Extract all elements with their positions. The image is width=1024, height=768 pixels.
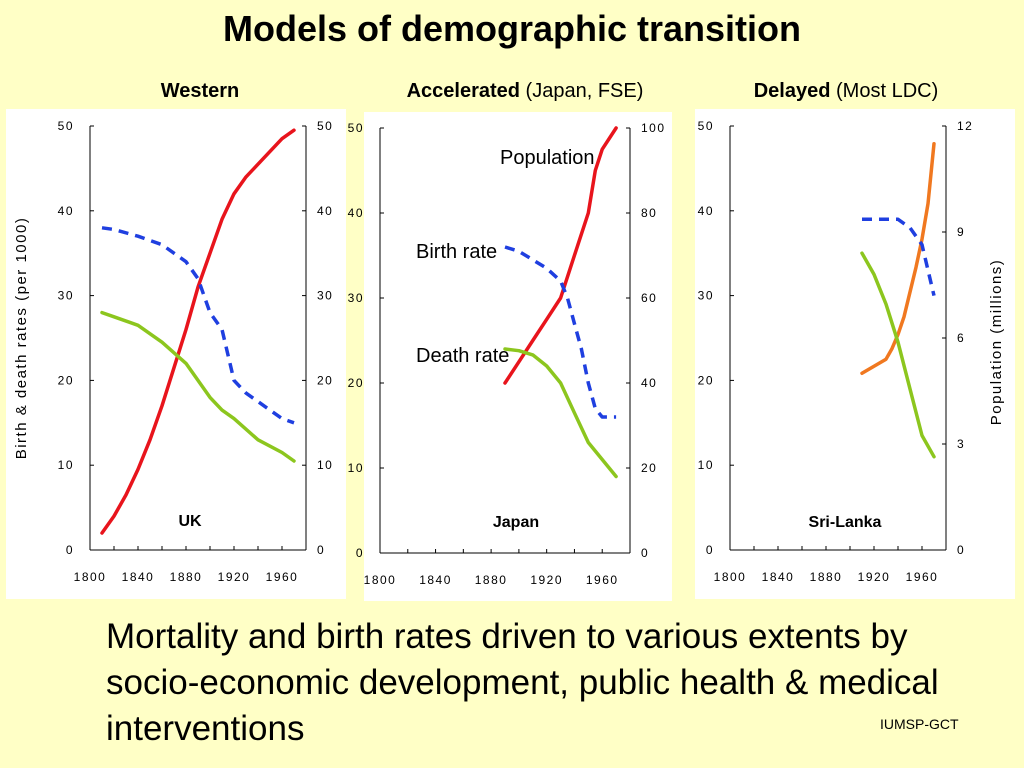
right-tick-label: 0 — [641, 546, 649, 560]
left-tick-label: 20 — [698, 373, 714, 387]
panel-heading-accelerated-bold: Accelerated — [406, 80, 520, 102]
left-tick-label: 50 — [58, 119, 74, 133]
x-tick-label: 1920 — [858, 570, 891, 584]
right-tick-label: 10 — [317, 458, 333, 472]
chart-panel-japan: 0 10 20 30 40 50 0 20 40 60 80 100 1800 1840 1880 1920 1… — [348, 112, 672, 601]
x-tick-label: 1960 — [906, 570, 939, 584]
series-line-birth-rate — [101, 226, 295, 425]
right-tick-label: 3 — [957, 437, 965, 451]
right-tick-label: 40 — [317, 204, 333, 218]
x-tick-label: 1880 — [170, 570, 203, 584]
x-tick-label: 1840 — [419, 573, 452, 587]
left-tick-label: 30 — [698, 289, 714, 303]
x-tick-label: 1840 — [762, 570, 795, 584]
series-line-death-rate — [100, 310, 296, 463]
panel-heading-western: Western — [140, 80, 260, 103]
panel-heading-delayed-bold: Delayed — [753, 80, 831, 102]
right-tick-label: 20 — [317, 373, 333, 387]
left-tick-label: 10 — [348, 461, 364, 475]
chart-panel-background — [695, 109, 1015, 599]
right-tick-label: 50 — [317, 119, 333, 133]
series-line-birth-rate — [862, 217, 936, 297]
x-tick-label: 1920 — [530, 573, 563, 587]
left-tick-label: 0 — [356, 546, 364, 560]
series-line-population — [100, 128, 296, 535]
bullet-text: Mortality and birth rates driven to vari… — [106, 617, 939, 748]
chart-panel-sri-lanka: 0 10 20 30 40 50 0 3 6 9 12 1800 1840 1880 1920 1960 Sri… — [695, 109, 1015, 599]
annotation-label: Death rate — [416, 345, 509, 367]
chart-panel-background — [364, 112, 672, 601]
x-tick-label: 1800 — [74, 570, 107, 584]
right-tick-label: 0 — [957, 543, 965, 557]
left-tick-label: 30 — [348, 291, 364, 305]
panel-heading-delayed-rest: (Most LDC) — [830, 80, 939, 102]
left-tick-label: 10 — [698, 458, 714, 472]
left-tick-label: 30 — [58, 289, 74, 303]
left-tick-label: 40 — [698, 204, 714, 218]
right-tick-label: 12 — [957, 119, 973, 133]
x-tick-label: 1840 — [122, 570, 155, 584]
panel-heading-accelerated-rest: (Japan, FSE) — [520, 80, 644, 102]
x-tick-label: 1960 — [586, 573, 619, 587]
left-tick-label: 20 — [348, 376, 364, 390]
right-tick-label: 100 — [641, 121, 666, 135]
x-tick-label: 1960 — [266, 570, 299, 584]
series-line-death-rate — [860, 251, 936, 459]
y-axis-title: Birth & death rates (per 1000) — [13, 217, 30, 460]
right-tick-label: 6 — [957, 331, 965, 345]
y-axis-title: Population (millions) — [988, 259, 1005, 426]
chart-panel-uk: 0 10 20 30 40 50 0 10 20 30 40 50 1800 1840 1880 1920 19… — [6, 109, 346, 599]
x-tick-label: 1920 — [218, 570, 251, 584]
x-tick-label: 1800 — [714, 570, 747, 584]
x-tick-label: 1800 — [364, 573, 397, 587]
credit-text: IUMSP-GCT — [880, 716, 959, 732]
right-tick-label: 20 — [641, 461, 657, 475]
series-line-death-rate — [503, 347, 618, 479]
left-tick-label: 10 — [58, 458, 74, 472]
right-tick-label: 9 — [957, 225, 965, 239]
annotation-label: Population — [500, 147, 595, 169]
country-label: Sri-Lanka — [809, 514, 882, 531]
left-tick-label: 40 — [348, 206, 364, 220]
x-tick-label: 1880 — [475, 573, 508, 587]
page-title: Models of demographic transition — [222, 8, 802, 49]
annotation-label: Birth rate — [416, 241, 497, 263]
right-tick-label: 60 — [641, 291, 657, 305]
series-line-population-delayed — [860, 141, 936, 376]
right-tick-label: 0 — [317, 543, 325, 557]
country-label: UK — [178, 513, 202, 530]
left-tick-label: 0 — [66, 543, 74, 557]
panel-heading-accelerated: Accelerated (Japan, FSE) — [370, 80, 680, 103]
country-label: Japan — [493, 514, 539, 531]
x-tick-label: 1880 — [810, 570, 843, 584]
right-tick-label: 80 — [641, 206, 657, 220]
panel-heading-western-bold: Western — [160, 80, 240, 102]
left-tick-label: 50 — [698, 119, 714, 133]
right-tick-label: 40 — [641, 376, 657, 390]
left-tick-label: 50 — [348, 121, 364, 135]
panel-heading-delayed: Delayed (Most LDC) — [716, 80, 976, 103]
left-tick-label: 40 — [58, 204, 74, 218]
left-tick-label: 0 — [706, 543, 714, 557]
left-tick-label: 20 — [58, 373, 74, 387]
right-tick-label: 30 — [317, 289, 333, 303]
